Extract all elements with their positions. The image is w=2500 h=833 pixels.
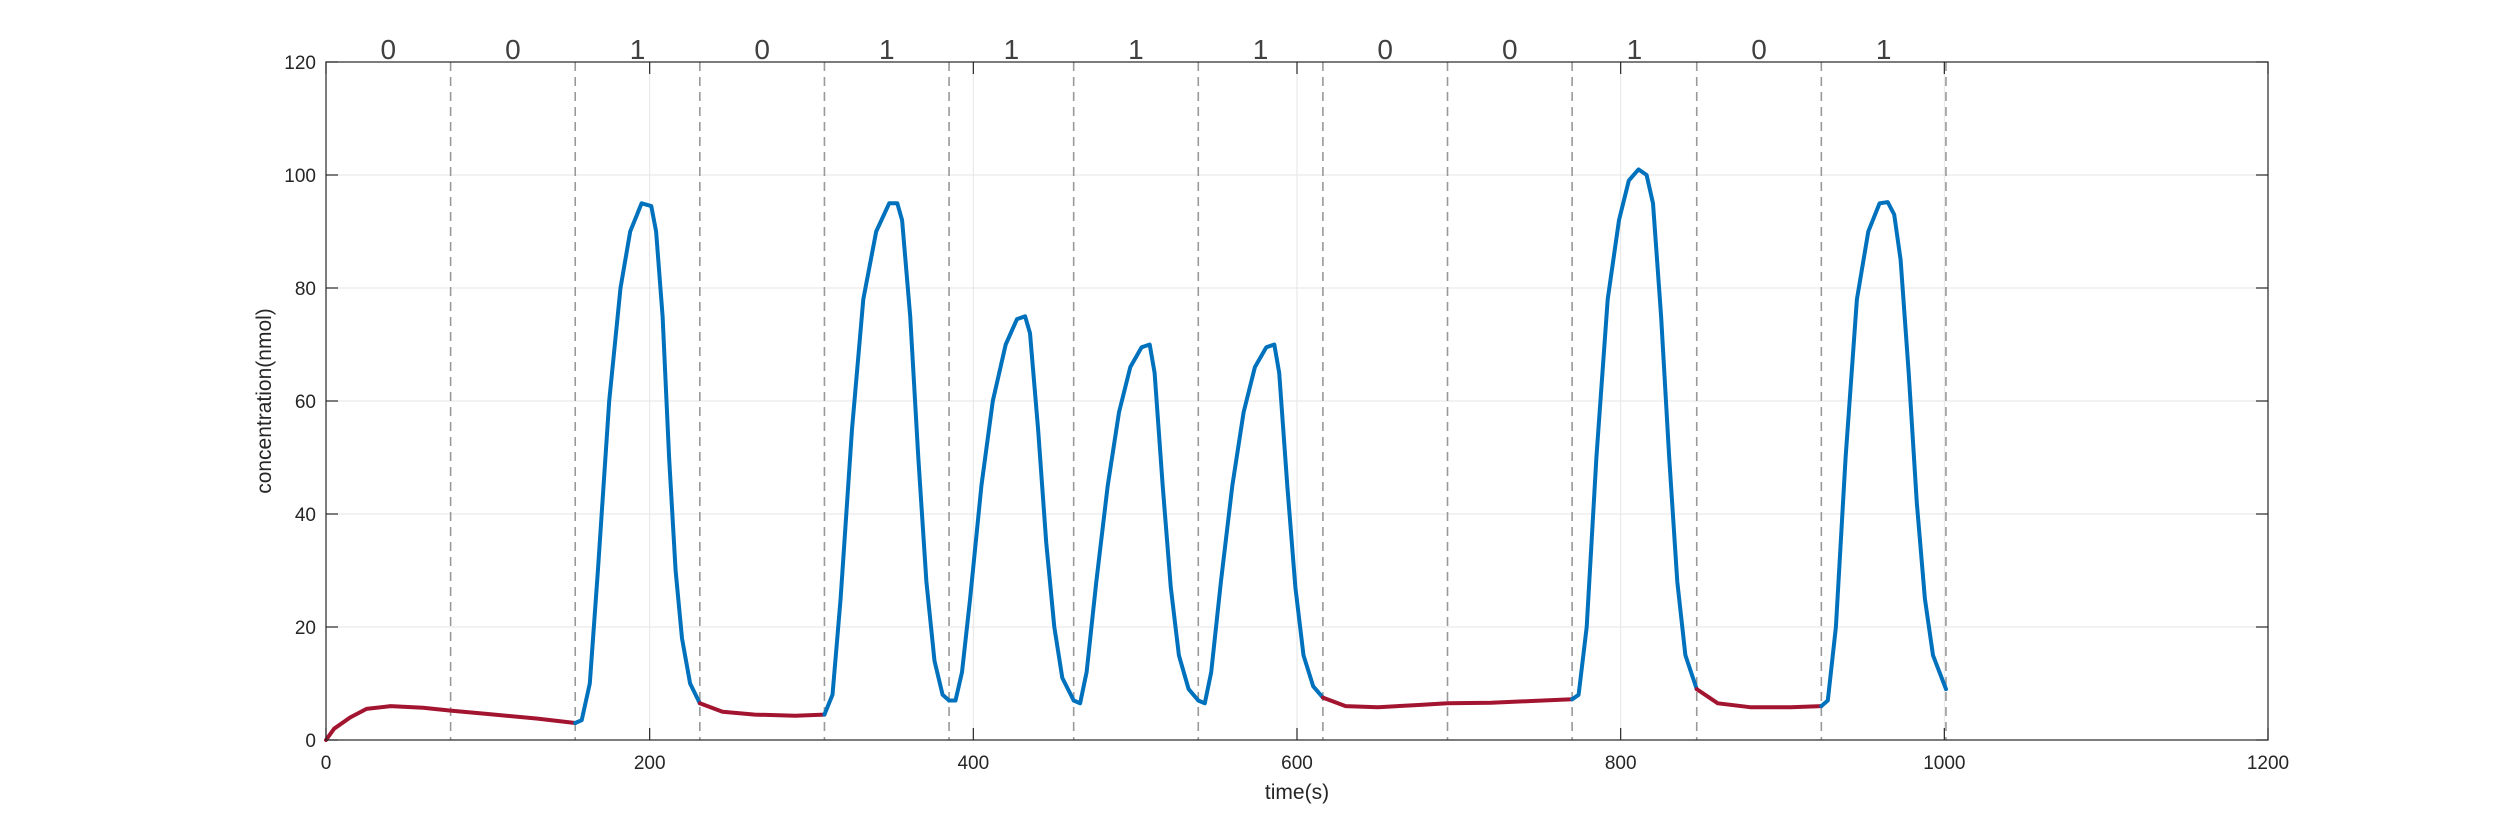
series-line-bit0 xyxy=(1320,695,1575,710)
series-lines xyxy=(324,167,1948,742)
y-tick-label: 40 xyxy=(295,505,316,526)
x-tick-label: 400 xyxy=(957,753,989,774)
bit-label: 1 xyxy=(1627,34,1643,65)
series-line-bit1 xyxy=(822,201,952,717)
series-line-bit1 xyxy=(573,201,702,725)
series-line-bit0 xyxy=(324,704,578,742)
bit-label: 0 xyxy=(1751,34,1767,65)
series-line-bit0 xyxy=(697,701,827,718)
bit-label: 1 xyxy=(1004,34,1020,65)
bit-label: 1 xyxy=(630,34,646,65)
x-tick-label: 1000 xyxy=(1923,753,1965,774)
bit-label: 1 xyxy=(1128,34,1144,65)
x-tick-label: 800 xyxy=(1605,753,1637,774)
bit-label: 1 xyxy=(879,34,895,65)
series-line-bit1 xyxy=(947,314,1076,703)
x-tick-label: 0 xyxy=(321,753,332,774)
bit-label: 1 xyxy=(1876,34,1892,65)
y-tick-label: 80 xyxy=(295,279,316,300)
bit-label: 0 xyxy=(754,34,770,65)
series-line-bit1 xyxy=(1570,167,1699,702)
bit-label: 1 xyxy=(1253,34,1269,65)
bit-label: 0 xyxy=(505,34,521,65)
x-tick-label: 1200 xyxy=(2247,753,2289,774)
series-line-bit1 xyxy=(1819,200,1948,709)
y-tick-label: 20 xyxy=(295,618,316,639)
series-line-bit1 xyxy=(1071,342,1201,706)
y-tick-label: 60 xyxy=(295,392,316,413)
y-axis-label: concentration(nmol) xyxy=(253,308,276,494)
x-axis-label: time(s) xyxy=(1265,781,1329,804)
bit-labels: 0 0 1 0 1 1 1 1 0 0 1 0 1 xyxy=(381,34,1892,65)
x-tick-label: 600 xyxy=(1281,753,1313,774)
bit-label: 0 xyxy=(1502,34,1518,65)
y-tick-label: 0 xyxy=(305,731,316,752)
y-tick-label: 100 xyxy=(284,166,316,187)
x-tick-label: 200 xyxy=(634,753,666,774)
bit-label: 0 xyxy=(381,34,397,65)
axes: 0 200 400 600 800 1000 1200 0 20 40 60 80 100 120 xyxy=(284,53,2289,774)
symbol-dividers xyxy=(449,62,1947,740)
series-line-bit0 xyxy=(1694,687,1824,710)
series-line-bit1 xyxy=(1196,342,1325,706)
y-tick-label: 120 xyxy=(284,53,316,74)
bit-label: 0 xyxy=(1377,34,1393,65)
